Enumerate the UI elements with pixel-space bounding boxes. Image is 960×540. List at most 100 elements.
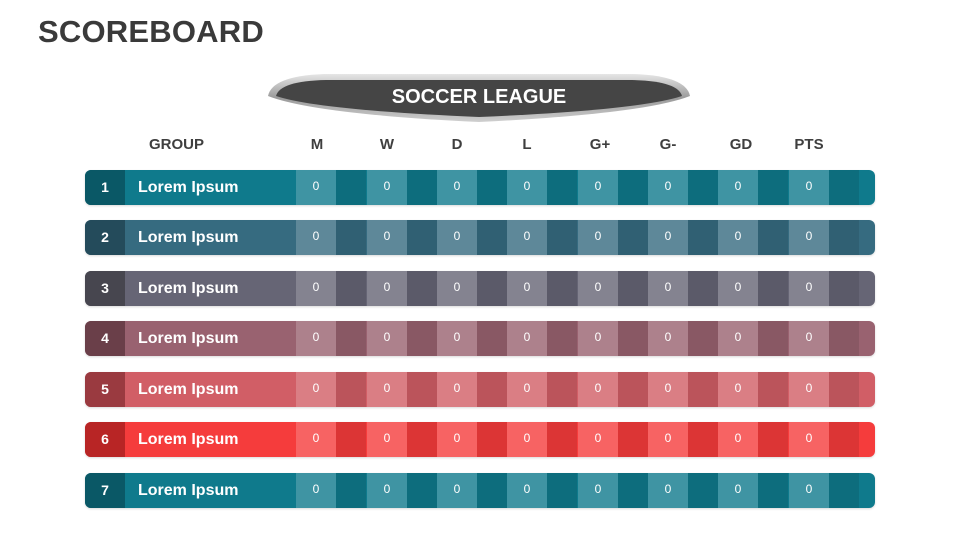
stat-cell-m: 0 bbox=[296, 170, 336, 205]
stat-cell-gd: 0 bbox=[718, 321, 758, 356]
stat-cell-gplus: 0 bbox=[578, 220, 618, 255]
stat-cell-l: 0 bbox=[507, 220, 547, 255]
column-headers: GROUP M W D L G+ G- GD PTS bbox=[0, 136, 960, 156]
rank-badge: 7 bbox=[85, 473, 125, 508]
stat-cell-gminus: 0 bbox=[648, 372, 688, 407]
row-band bbox=[758, 422, 788, 457]
row-band bbox=[688, 473, 718, 508]
row-band bbox=[618, 422, 648, 457]
stat-cell-l: 0 bbox=[507, 321, 547, 356]
row-band bbox=[618, 372, 648, 407]
row-band bbox=[758, 271, 788, 306]
stat-cell-m: 0 bbox=[296, 271, 336, 306]
team-name: Lorem Ipsum bbox=[138, 229, 239, 246]
stat-cell-pts: 0 bbox=[789, 271, 829, 306]
stat-cell-pts: 0 bbox=[789, 170, 829, 205]
row-band bbox=[829, 473, 859, 508]
stat-cell-w: 0 bbox=[367, 422, 407, 457]
stat-cell-gplus: 0 bbox=[578, 473, 618, 508]
row-band bbox=[547, 372, 577, 407]
row-band bbox=[758, 170, 788, 205]
stat-cell-gminus: 0 bbox=[648, 220, 688, 255]
row-band bbox=[407, 271, 437, 306]
row-band bbox=[477, 220, 507, 255]
stat-cell-l: 0 bbox=[507, 372, 547, 407]
row-band bbox=[477, 271, 507, 306]
row-band bbox=[477, 473, 507, 508]
team-name: Lorem Ipsum bbox=[138, 482, 239, 499]
rank-badge: 6 bbox=[85, 422, 125, 457]
page-title: SCOREBOARD bbox=[38, 14, 264, 49]
stat-cell-gminus: 0 bbox=[648, 271, 688, 306]
stat-cell-gplus: 0 bbox=[578, 321, 618, 356]
row-band bbox=[618, 170, 648, 205]
row-band bbox=[618, 271, 648, 306]
stat-cell-d: 0 bbox=[437, 220, 477, 255]
stat-cell-pts: 0 bbox=[789, 422, 829, 457]
stat-cell-m: 0 bbox=[296, 220, 336, 255]
table-row: 2 Lorem Ipsum 0 0 0 0 0 0 0 0 bbox=[85, 220, 875, 255]
row-band bbox=[758, 220, 788, 255]
team-name: Lorem Ipsum bbox=[138, 280, 239, 297]
header-group: GROUP bbox=[149, 136, 205, 153]
team-name: Lorem Ipsum bbox=[138, 381, 239, 398]
row-band bbox=[336, 271, 366, 306]
stat-cell-gminus: 0 bbox=[648, 170, 688, 205]
row-band bbox=[477, 321, 507, 356]
stat-cell-gd: 0 bbox=[718, 422, 758, 457]
row-band bbox=[688, 372, 718, 407]
header-goals-against: G- bbox=[659, 136, 677, 153]
stat-cell-d: 0 bbox=[437, 271, 477, 306]
stat-cell-d: 0 bbox=[437, 321, 477, 356]
header-d: D bbox=[451, 136, 463, 153]
row-band bbox=[547, 271, 577, 306]
row-band bbox=[618, 220, 648, 255]
stat-cell-w: 0 bbox=[367, 473, 407, 508]
stat-cell-m: 0 bbox=[296, 473, 336, 508]
row-band bbox=[336, 372, 366, 407]
row-band bbox=[547, 473, 577, 508]
stat-cell-w: 0 bbox=[367, 321, 407, 356]
table-row: 4 Lorem Ipsum 0 0 0 0 0 0 0 0 bbox=[85, 321, 875, 356]
row-band bbox=[688, 271, 718, 306]
stat-cell-m: 0 bbox=[296, 372, 336, 407]
row-band bbox=[547, 220, 577, 255]
stat-cell-gminus: 0 bbox=[648, 321, 688, 356]
league-banner: SOCCER LEAGUE bbox=[264, 72, 694, 128]
row-band bbox=[477, 170, 507, 205]
team-name: Lorem Ipsum bbox=[138, 179, 239, 196]
stat-cell-gminus: 0 bbox=[648, 473, 688, 508]
row-band bbox=[336, 170, 366, 205]
row-band bbox=[829, 271, 859, 306]
row-band bbox=[336, 473, 366, 508]
row-band bbox=[477, 372, 507, 407]
stat-cell-l: 0 bbox=[507, 422, 547, 457]
stat-cell-gd: 0 bbox=[718, 372, 758, 407]
stat-cell-gplus: 0 bbox=[578, 170, 618, 205]
row-band bbox=[758, 372, 788, 407]
row-band bbox=[829, 422, 859, 457]
banner-title: SOCCER LEAGUE bbox=[391, 86, 567, 108]
table-row: 3 Lorem Ipsum 0 0 0 0 0 0 0 0 bbox=[85, 271, 875, 306]
stat-cell-d: 0 bbox=[437, 473, 477, 508]
row-band bbox=[407, 321, 437, 356]
row-band bbox=[477, 422, 507, 457]
header-points: PTS bbox=[794, 136, 824, 153]
row-band bbox=[688, 170, 718, 205]
row-band bbox=[829, 372, 859, 407]
header-l: L bbox=[522, 136, 532, 153]
row-band bbox=[758, 473, 788, 508]
stat-cell-gd: 0 bbox=[718, 271, 758, 306]
rank-badge: 2 bbox=[85, 220, 125, 255]
row-band bbox=[618, 321, 648, 356]
stat-cell-pts: 0 bbox=[789, 473, 829, 508]
header-m: M bbox=[310, 136, 324, 153]
stat-cell-gplus: 0 bbox=[578, 372, 618, 407]
row-band bbox=[618, 473, 648, 508]
stat-cell-l: 0 bbox=[507, 473, 547, 508]
table-row: 1 Lorem Ipsum 0 0 0 0 0 0 0 0 bbox=[85, 170, 875, 205]
row-band bbox=[829, 170, 859, 205]
rank-badge: 3 bbox=[85, 271, 125, 306]
row-band bbox=[336, 422, 366, 457]
stat-cell-w: 0 bbox=[367, 170, 407, 205]
